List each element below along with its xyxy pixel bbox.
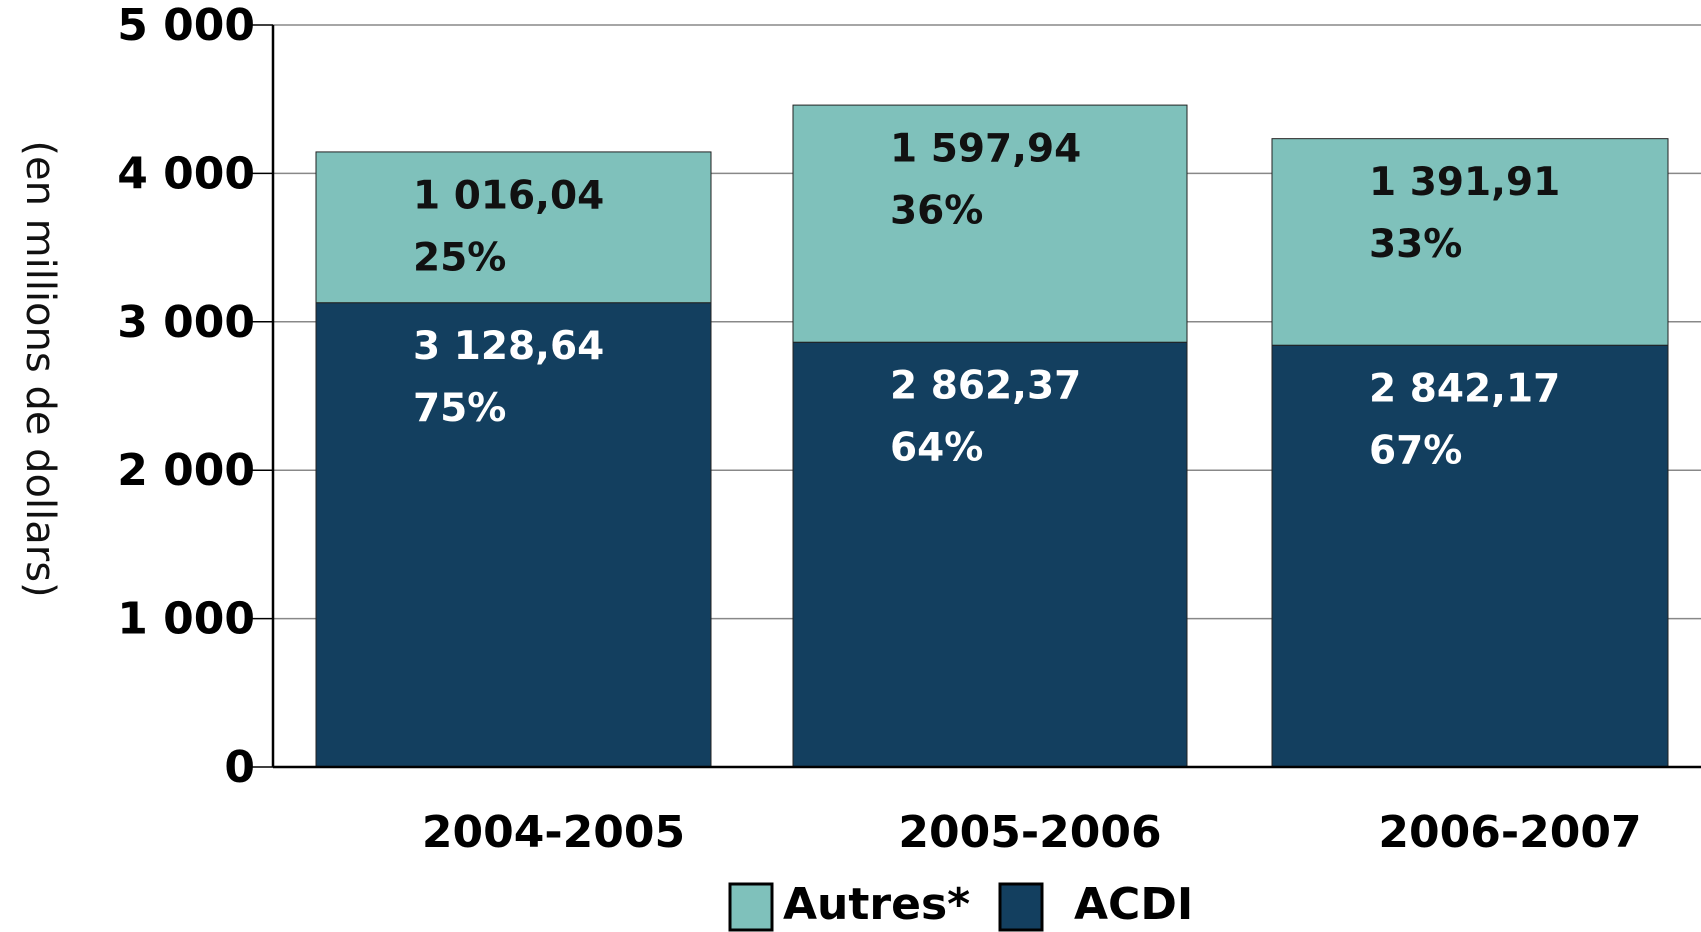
legend-swatch bbox=[998, 882, 1044, 932]
x-tick-label: 2006-2007 bbox=[1378, 807, 1641, 858]
value-label: 3 128,64 bbox=[413, 324, 604, 369]
bar-segment bbox=[315, 302, 712, 768]
y-axis-title: (en millions de dollars) bbox=[17, 140, 63, 597]
y-tick-label: 2 000 bbox=[117, 445, 255, 496]
bar-segment bbox=[1271, 138, 1669, 346]
percent-label: 33% bbox=[1369, 222, 1462, 267]
x-tick-label: 2005-2006 bbox=[898, 807, 1161, 858]
percent-label: 25% bbox=[413, 235, 506, 280]
x-tick-label: 2004-2005 bbox=[422, 807, 685, 858]
legend-swatch bbox=[728, 882, 774, 932]
y-tick-label: 3 000 bbox=[117, 297, 255, 348]
legend-label: ACDI bbox=[1074, 879, 1193, 930]
percent-label: 67% bbox=[1369, 429, 1462, 474]
bar-segment bbox=[792, 104, 1188, 343]
legend-label: Autres* bbox=[783, 879, 970, 930]
value-label: 2 862,37 bbox=[890, 364, 1081, 409]
y-tick-label: 5 000 bbox=[117, 0, 255, 51]
value-label: 1 016,04 bbox=[413, 173, 604, 218]
value-label: 1 597,94 bbox=[890, 127, 1081, 172]
percent-label: 75% bbox=[413, 386, 506, 431]
bar-segment bbox=[1271, 344, 1669, 768]
value-label: 2 842,17 bbox=[1369, 367, 1560, 412]
value-label: 1 391,91 bbox=[1369, 160, 1560, 205]
bar-segment bbox=[315, 151, 712, 304]
bar-segment bbox=[792, 341, 1188, 768]
y-tick-label: 0 bbox=[224, 742, 255, 793]
percent-label: 64% bbox=[890, 426, 983, 471]
y-tick-label: 4 000 bbox=[117, 148, 255, 199]
percent-label: 36% bbox=[890, 189, 983, 234]
y-tick-label: 1 000 bbox=[117, 594, 255, 645]
